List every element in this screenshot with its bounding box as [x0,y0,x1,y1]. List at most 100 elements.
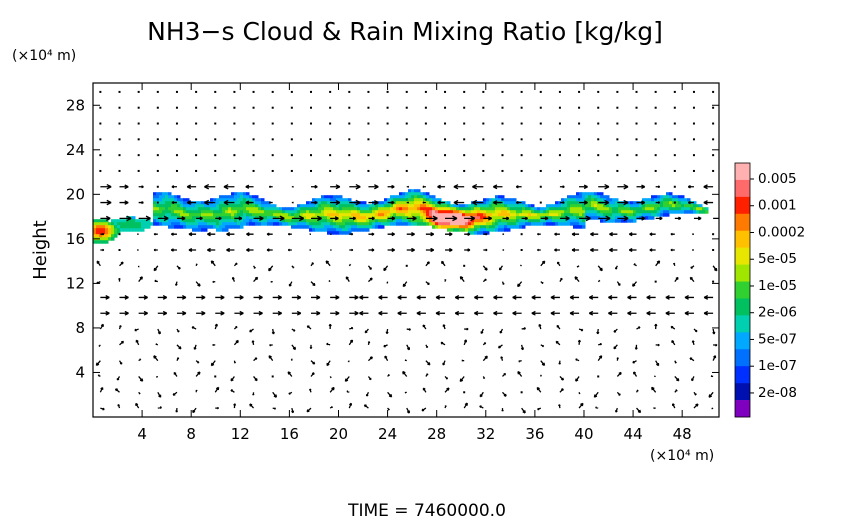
heatmap-cell [417,192,421,196]
wind-vector [474,310,484,316]
heatmap-cell [666,204,670,208]
wind-vector [713,215,719,221]
heatmap-cell [357,210,361,214]
heatmap-cell [378,204,382,208]
heatmap-cell [558,210,562,214]
heatmap-cell [201,222,205,226]
heatmap-cell [693,204,697,208]
wind-vector [176,310,187,316]
wind-vector [175,122,178,125]
x-tick-label: 32 [476,425,495,443]
wind-vector [137,90,140,93]
wind-vector [386,169,389,172]
wind-vector [424,90,427,93]
heatmap-cell [654,207,658,211]
heatmap-cell [309,213,313,217]
heatmap-cell [423,222,427,226]
wind-vector [655,185,661,189]
heatmap-cell [180,219,184,223]
heatmap-cell [402,195,406,199]
heatmap-cell [585,204,589,208]
heatmap-cell [282,210,286,214]
heatmap-cell [570,210,574,214]
heatmap-cell [342,207,346,211]
heatmap-cell [201,225,205,229]
wind-vector [378,295,388,300]
heatmap-cell [498,204,502,208]
wind-vector [482,90,485,93]
wind-vector [385,328,389,335]
heatmap-cell [195,225,199,229]
heatmap-cell [549,207,553,211]
wind-vector [665,310,675,316]
heatmap-cell [570,204,574,208]
heatmap-cell [243,213,247,217]
wind-vector [405,106,408,109]
heatmap-cell [207,210,211,214]
heatmap-cell [321,216,325,220]
wind-vector [367,122,370,125]
heatmap-cell [555,219,559,223]
heatmap-cell [423,210,427,214]
wind-vector [368,232,375,236]
heatmap-cell [660,198,664,202]
heatmap-cell [342,213,346,217]
wind-vector [425,281,430,286]
heatmap-cell [405,198,409,202]
wind-vector [100,295,110,300]
wind-vector [691,340,695,346]
heatmap-cell [432,219,436,223]
heatmap-cell [456,225,460,229]
wind-vector [616,281,621,287]
heatmap-cell [96,231,100,235]
heatmap-cell [639,213,643,217]
wind-vector [210,360,216,367]
heatmap-cell [669,210,673,214]
heatmap-cell [330,222,334,226]
heatmap-cell [546,210,550,214]
heatmap-cell [600,204,604,208]
heatmap-cell [594,195,598,199]
wind-vector [712,169,715,172]
heatmap-cell [573,198,577,202]
wind-vector [231,276,236,282]
heatmap-cell [489,222,493,226]
heatmap-cell [696,207,700,211]
heatmap-cell [108,234,112,238]
heatmap-cell [390,219,394,223]
heatmap-cell [453,204,457,208]
heatmap-cell [267,219,271,223]
heatmap-cell [369,204,373,208]
heatmap-cell [270,210,274,214]
wind-vector [291,265,295,269]
heatmap-cell [501,213,505,217]
heatmap-cell [339,222,343,226]
wind-vector [326,342,331,346]
wind-vector [271,169,274,172]
wind-vector [359,310,369,316]
wind-vector [172,391,178,396]
wind-vector [539,122,542,125]
heatmap-cell [318,222,322,226]
heatmap-cell [333,195,337,199]
heatmap-cell [489,228,493,232]
wind-vector [291,407,295,414]
wind-vector [176,265,181,270]
wind-vector [287,248,292,252]
heatmap-cell [483,222,487,226]
wind-vector [501,408,504,412]
heatmap-cell [585,207,589,211]
heatmap-cell [438,219,442,223]
heatmap-cell [225,195,229,199]
heatmap-cell [315,219,319,223]
wind-vector [195,169,198,172]
heatmap-cell [492,225,496,229]
heatmap-cell [579,222,583,226]
wind-vector [558,404,561,409]
wind-vector [271,106,274,109]
heatmap-cell [312,225,316,229]
heatmap-cell [216,222,220,226]
wind-vector [558,154,561,157]
heatmap-cell [276,222,280,226]
wind-vector [252,106,255,109]
